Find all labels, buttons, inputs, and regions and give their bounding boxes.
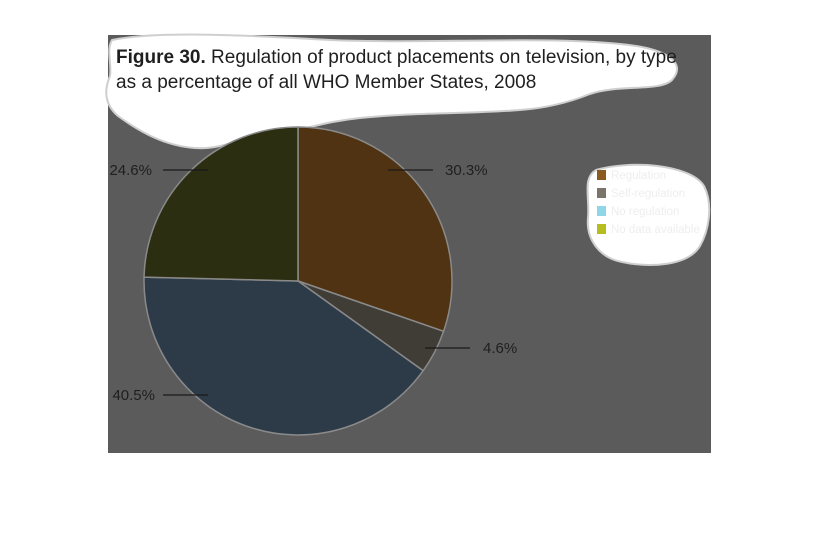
legend-swatch bbox=[597, 206, 606, 216]
chart-subtitle: as a percentage of all WHO Member States… bbox=[116, 72, 536, 93]
legend-label: Self-regulation bbox=[611, 188, 685, 200]
chart-title-figure-number: Figure 30. bbox=[116, 47, 206, 68]
legend-label: No data available bbox=[611, 224, 700, 236]
pie-labels: 30.3% 4.6% 40.5% 24.6% bbox=[109, 162, 517, 404]
title-highlight-cloud bbox=[105, 33, 679, 150]
legend-highlight-cloud bbox=[586, 163, 711, 266]
legend-label: Regulation bbox=[611, 170, 666, 182]
pie-slice-no-regulation bbox=[143, 276, 425, 436]
legend-swatch bbox=[597, 188, 606, 198]
legend-label: No regulation bbox=[611, 206, 679, 218]
pie-slice-no-data-available bbox=[143, 126, 299, 282]
data-label-no-data-available: 24.6% bbox=[109, 162, 152, 179]
data-label-no-regulation: 40.5% bbox=[112, 387, 155, 404]
data-label-self-regulation: 4.6% bbox=[483, 340, 517, 357]
legend-swatch bbox=[597, 170, 606, 180]
pie-slice-regulation bbox=[297, 126, 453, 333]
data-label-regulation: 30.3% bbox=[445, 162, 488, 179]
pie-chart bbox=[143, 126, 453, 436]
legend-swatch bbox=[597, 224, 606, 234]
chart-title: Figure 30. Regulation of product placeme… bbox=[116, 47, 677, 68]
chart-legend: Regulation Self-regulation No regulation No… bbox=[597, 170, 700, 236]
chart-title-line1: Regulation of product placements on tele… bbox=[206, 47, 677, 68]
